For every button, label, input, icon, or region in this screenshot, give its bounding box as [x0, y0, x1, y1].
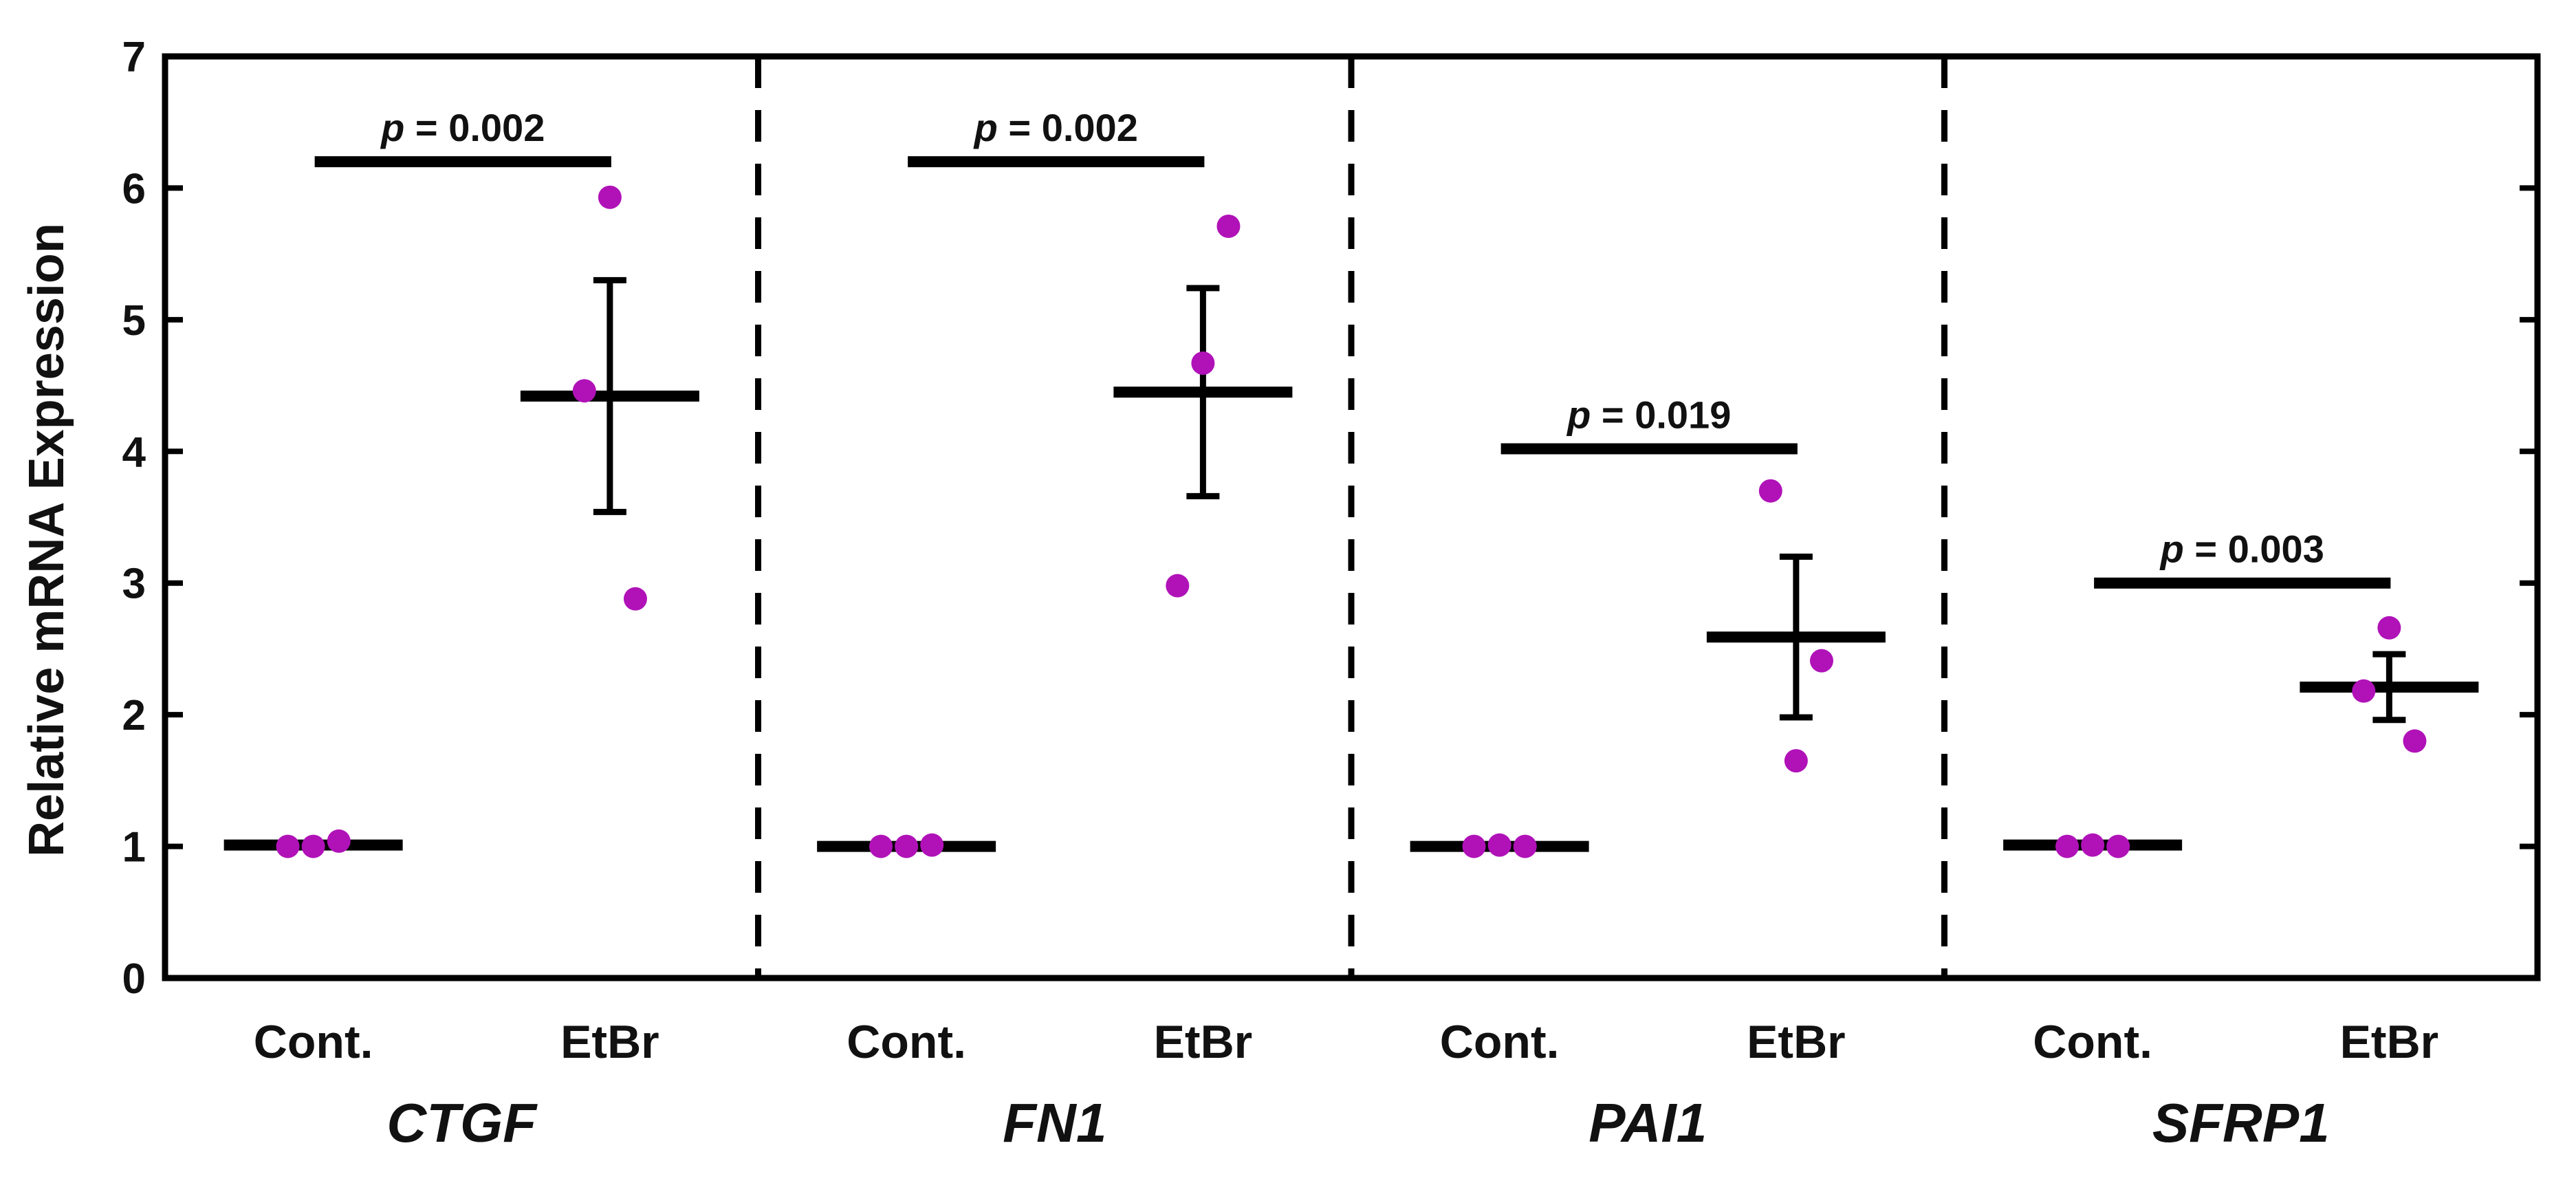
data-point [1513, 834, 1537, 858]
y-tick-label: 1 [122, 824, 146, 871]
p-symbol: p [380, 106, 404, 149]
y-tick-label: 0 [122, 955, 146, 1003]
data-point [572, 379, 596, 403]
data-point [1758, 479, 1782, 503]
x-category-label: Cont. [254, 1016, 373, 1068]
p-symbol: p [1566, 393, 1591, 436]
gene-label: PAI1 [1589, 1092, 1707, 1153]
data-point [2403, 729, 2427, 753]
x-category-label: EtBr [1747, 1016, 1846, 1068]
x-category-label: Cont. [2033, 1016, 2152, 1068]
p-value-label: p = 0.019 [1566, 393, 1731, 436]
y-tick-label: 4 [122, 428, 146, 476]
y-tick-label: 2 [122, 692, 146, 739]
data-point [2055, 834, 2080, 858]
p-value: = 0.019 [1591, 393, 1731, 436]
p-symbol: p [973, 106, 998, 149]
p-value-label: p = 0.003 [2159, 528, 2324, 571]
y-tick-label: 7 [122, 34, 146, 81]
data-point [623, 587, 647, 611]
data-point [327, 829, 351, 853]
data-point [2352, 679, 2376, 703]
data-point [276, 834, 300, 858]
panel-ctgf: p = 0.002 [223, 106, 699, 858]
x-category-label: EtBr [1154, 1016, 1253, 1068]
gene-label: FN1 [1003, 1092, 1106, 1153]
x-category-label: Cont. [847, 1016, 966, 1068]
data-point [1487, 833, 1511, 857]
p-value-label: p = 0.002 [973, 106, 1138, 149]
data-point [2377, 616, 2401, 640]
data-point [1191, 351, 1215, 376]
data-point [2081, 833, 2105, 857]
y-axis-title: Relative mRNA Expression [19, 223, 74, 857]
p-value: = 0.003 [2184, 528, 2324, 571]
data-point [869, 834, 893, 858]
data-point [1166, 574, 1190, 598]
gene-label: SFRP1 [2152, 1092, 2330, 1153]
p-value: = 0.002 [998, 106, 1138, 149]
panel-fn1: p = 0.002 [817, 106, 1293, 858]
y-axis: 0 1 2 3 4 5 6 7 [122, 34, 2537, 1003]
data-point [895, 834, 919, 858]
panel-dividers [755, 56, 1947, 978]
y-tick-label: 5 [122, 297, 146, 345]
p-value-label: p = 0.002 [380, 106, 545, 149]
y-tick-label: 3 [122, 561, 146, 608]
x-category-label: EtBr [560, 1016, 659, 1068]
y-tick-label: 6 [122, 165, 146, 213]
panel-pai1: p = 0.019 [1410, 393, 1886, 858]
data-point [1462, 834, 1486, 858]
data-point [1216, 214, 1241, 238]
data-point [1809, 649, 1833, 673]
x-category-label: Cont. [1440, 1016, 1560, 1068]
data-point [598, 185, 622, 209]
data-point [301, 834, 325, 858]
data-point [2106, 834, 2130, 858]
x-category-label: EtBr [2340, 1016, 2439, 1068]
data-point [920, 833, 944, 857]
p-value: = 0.002 [404, 106, 545, 149]
gene-label: CTGF [386, 1092, 538, 1153]
p-symbol: p [2159, 528, 2184, 571]
data-point [1784, 749, 1808, 773]
panel-sfrp1: p = 0.003 [2003, 528, 2479, 858]
